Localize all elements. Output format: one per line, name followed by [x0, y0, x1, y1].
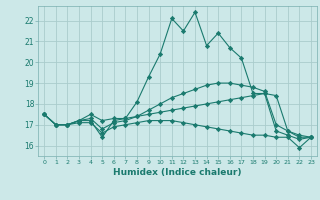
X-axis label: Humidex (Indice chaleur): Humidex (Indice chaleur): [113, 168, 242, 177]
